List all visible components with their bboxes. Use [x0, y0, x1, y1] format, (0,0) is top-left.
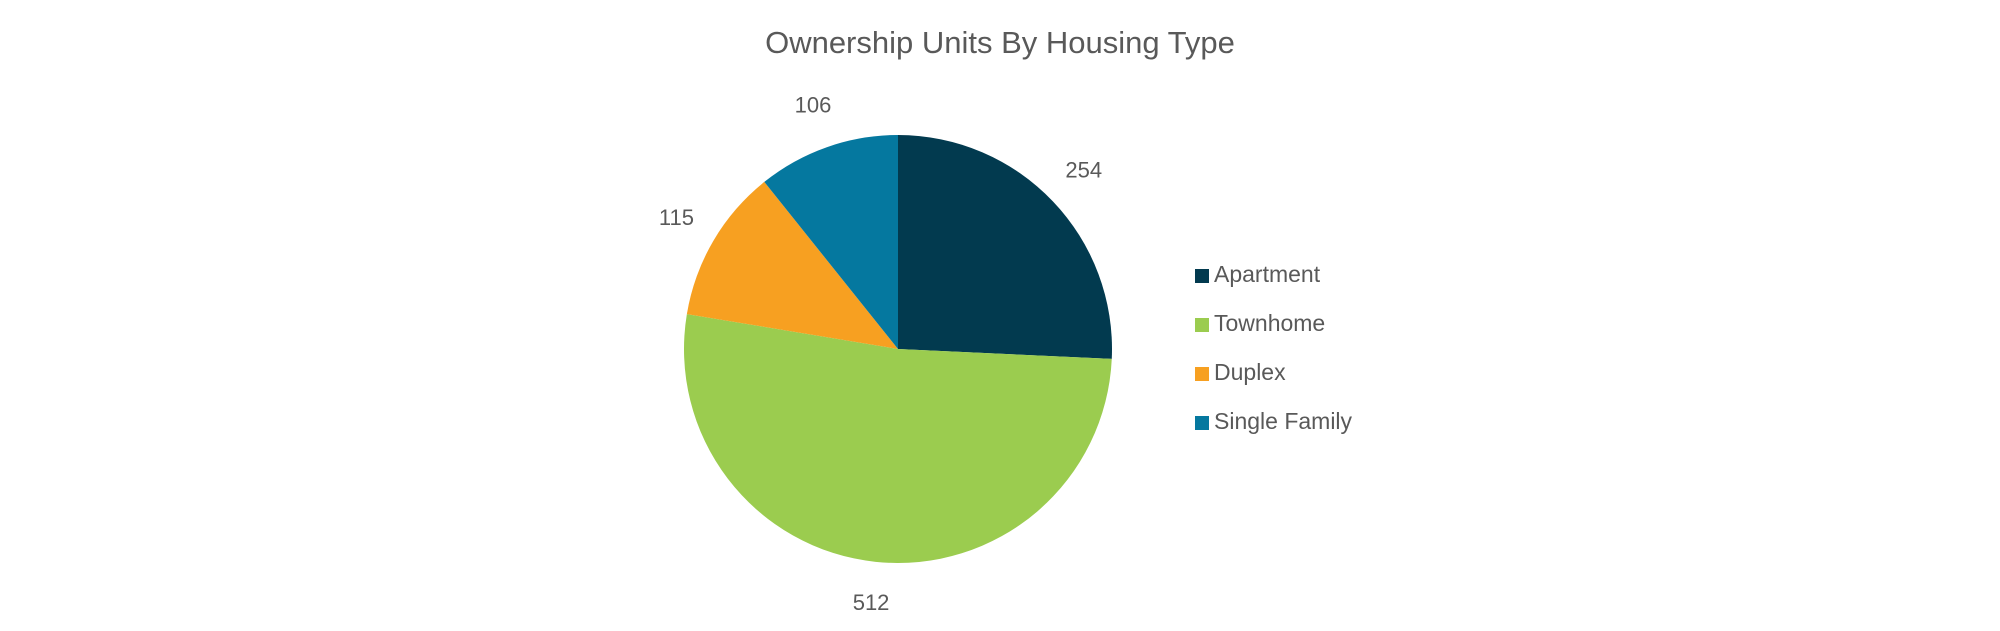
legend-label: Single Family: [1214, 408, 1353, 434]
data-label: 106: [795, 92, 832, 117]
legend-swatch: [1195, 318, 1209, 332]
pie-slice: [898, 135, 1112, 359]
data-label: 254: [1065, 157, 1102, 182]
data-label: 512: [853, 590, 890, 615]
legend-swatch: [1195, 416, 1209, 430]
legend-label: Townhome: [1214, 310, 1325, 336]
pie-slice: [684, 314, 1112, 563]
legend-label: Apartment: [1214, 261, 1321, 287]
data-label: 115: [659, 205, 694, 230]
chart-title: Ownership Units By Housing Type: [765, 25, 1235, 60]
legend-swatch: [1195, 269, 1209, 283]
legend-label: Duplex: [1214, 359, 1286, 385]
pie-slice: [764, 135, 898, 349]
pie-slice: [686, 181, 898, 349]
legend-swatch: [1195, 367, 1209, 381]
